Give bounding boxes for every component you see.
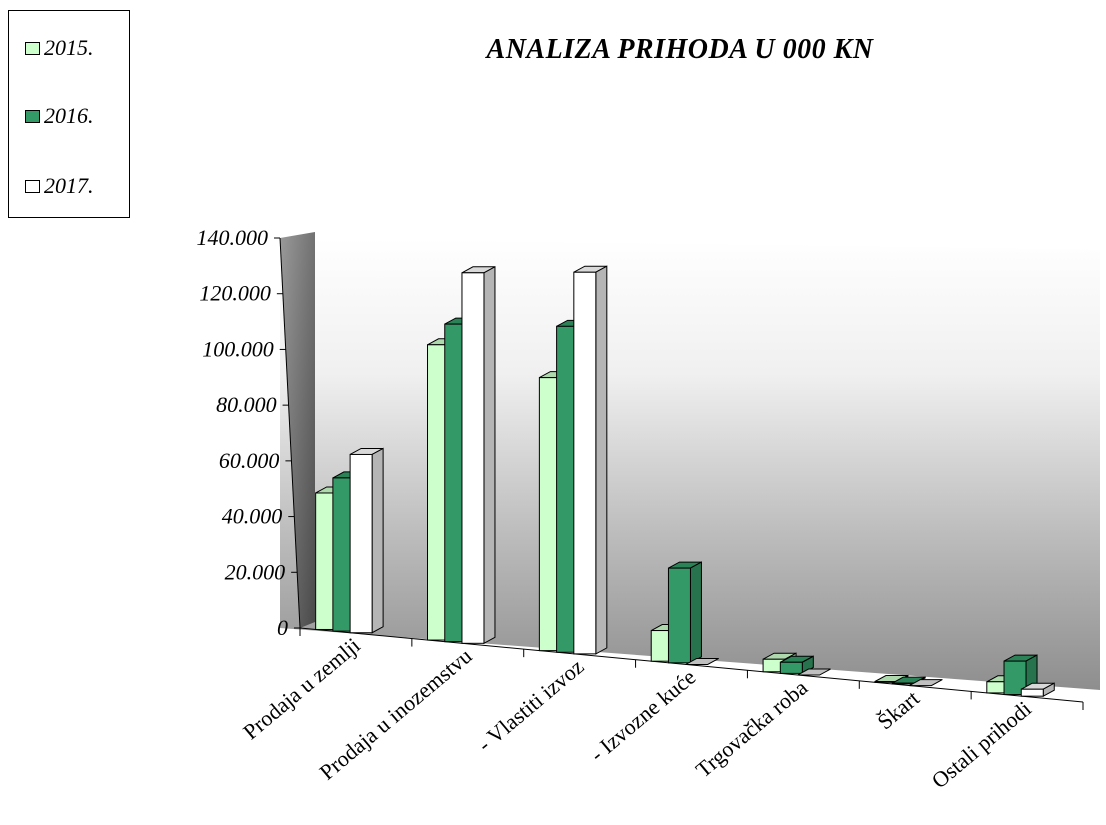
- bar: [779, 655, 814, 675]
- y-tick-label: 20.000: [225, 559, 286, 584]
- y-tick-label: 60.000: [219, 448, 280, 473]
- bar: [909, 679, 943, 687]
- legend-swatch-2015: [25, 41, 40, 55]
- legend-swatch-2017: [25, 179, 40, 193]
- x-tick-label: Ostali prihodi: [927, 696, 1036, 793]
- y-axis: 0 20.000 40.000 60.000 80.000 100.000 120.000 1…: [197, 225, 301, 640]
- bar: [797, 668, 831, 676]
- y-tick-label: 120.000: [199, 281, 271, 306]
- bar: [349, 447, 384, 634]
- side-wall: [280, 232, 315, 628]
- bars: [315, 265, 1055, 698]
- bar: [685, 657, 719, 665]
- y-tick-label: 80.000: [216, 392, 277, 417]
- x-tick-label: - Izvozne kuće: [585, 664, 700, 766]
- bar: [573, 265, 608, 655]
- chart-title: ANALIZA PRIHODA U 000 KN: [486, 34, 874, 65]
- y-tick-label: 100.000: [202, 336, 274, 361]
- legend-item-2015: 2015.: [25, 35, 94, 61]
- legend-item-2017: 2017.: [25, 173, 94, 199]
- bar: [667, 561, 702, 664]
- legend-item-2016: 2016.: [25, 103, 94, 129]
- x-tick-label: Prodaja u zemlji: [238, 632, 365, 744]
- legend-swatch-2016: [25, 109, 40, 123]
- x-tick-label: Trgovačka roba: [691, 675, 813, 783]
- y-axis-line: [279, 237, 301, 629]
- bar: [461, 265, 496, 645]
- x-tick-label: - Vlastiti izvoz: [473, 653, 589, 756]
- x-tick-label: Škart: [872, 685, 924, 734]
- bar: [1020, 682, 1055, 698]
- legend-label-2016: 2016.: [44, 103, 94, 128]
- y-tick-label: 140.000: [197, 225, 269, 250]
- legend-label-2017: 2017.: [44, 173, 94, 198]
- legend-label-2015: 2015.: [44, 35, 94, 60]
- legend: 2015. 2016. 2017.: [8, 10, 130, 218]
- y-tick-label: 0: [277, 615, 288, 640]
- y-tick-label: 40.000: [222, 504, 283, 529]
